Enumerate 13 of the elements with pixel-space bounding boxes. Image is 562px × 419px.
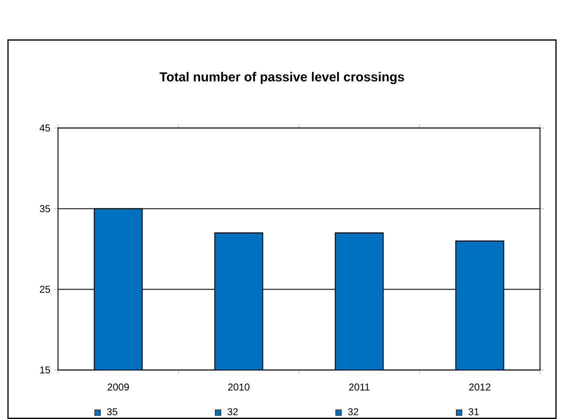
chart-title: Total number of passive level crossings xyxy=(160,72,404,84)
y-tick-label: 45 xyxy=(40,124,50,132)
y-tick-label: 35 xyxy=(40,205,50,212)
data-label: 35 xyxy=(107,408,118,416)
y-tick-label: 25 xyxy=(40,286,50,293)
data-label: 32 xyxy=(228,408,238,416)
y-tick-label: 15 xyxy=(40,366,50,374)
data-label: 31 xyxy=(468,408,479,416)
x-tick-label: 2009 xyxy=(108,384,129,391)
x-tick-label: 2012 xyxy=(469,384,490,391)
x-tick-label: 2010 xyxy=(228,384,250,391)
data-label: 32 xyxy=(348,408,358,416)
x-tick-label: 2011 xyxy=(349,384,370,391)
